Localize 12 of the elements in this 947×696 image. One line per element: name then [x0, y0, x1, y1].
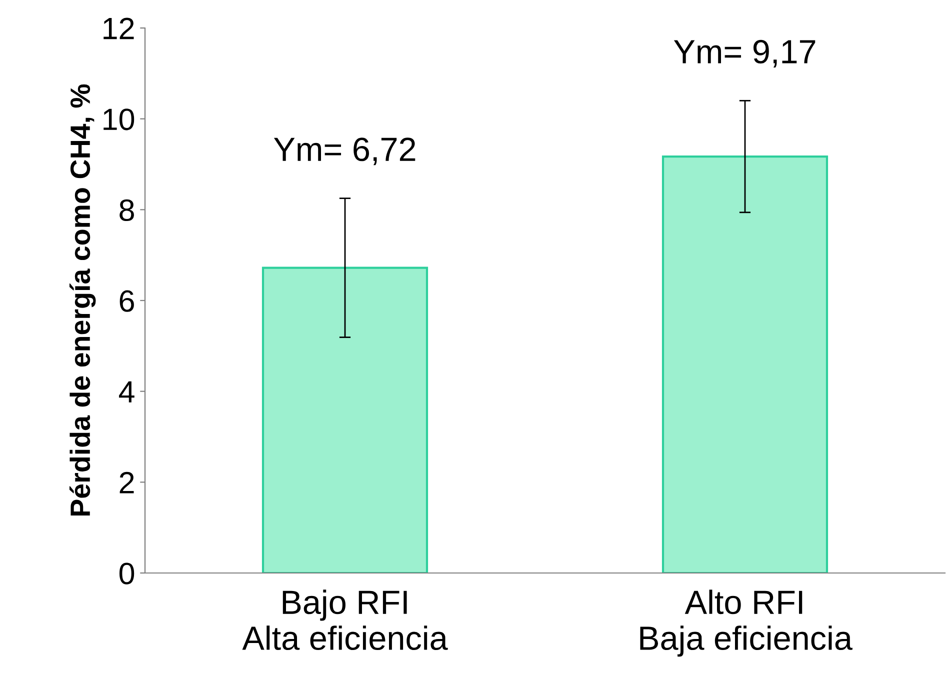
x-tick-label: Alto RFI Baja eficiencia [640, 590, 852, 657]
data-label: Ym= 9,17 [674, 40, 816, 68]
y-tick-label: 0 [119, 562, 134, 584]
data-label: Ym= 6,72 [274, 138, 416, 166]
y-tick-label: 8 [120, 199, 134, 222]
y-tick-label: 4 [118, 381, 134, 402]
y-tick-label: 2 [120, 472, 134, 494]
y-tick-label: 6 [120, 290, 134, 312]
y-tick-label: 10 [104, 108, 134, 130]
y-tick-label: 12 [104, 18, 134, 40]
y-axis-title: Pérdida de energía como CH4, % [69, 84, 96, 516]
x-tick-label: Bajo RFI Alta eficiencia [242, 590, 448, 650]
